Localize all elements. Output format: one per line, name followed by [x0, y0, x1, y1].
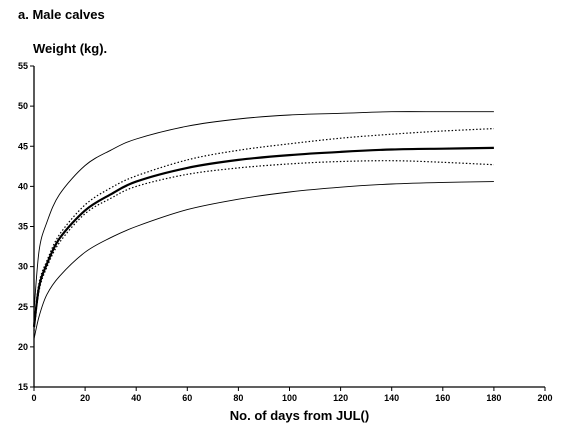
y-tick-label: 30	[18, 262, 28, 272]
y-axis-label: Weight (kg).	[33, 41, 108, 56]
series-mean-line	[32, 146, 494, 327]
panel-title: a. Male calves	[18, 7, 105, 22]
x-tick-label: 180	[486, 393, 501, 403]
y-tick-label: 50	[18, 101, 28, 111]
x-tick-label: 120	[333, 393, 348, 403]
x-tick-label: 0	[31, 393, 36, 403]
y-tick-label: 15	[18, 382, 28, 392]
curves	[32, 111, 494, 340]
series-confidence-line-2	[33, 160, 494, 331]
y-tick-label: 40	[18, 181, 28, 191]
x-tick-label: 160	[435, 393, 450, 403]
x-tick-label: 60	[182, 393, 192, 403]
series-bound-line-4	[33, 181, 494, 340]
x-tick-label: 80	[233, 393, 243, 403]
y-tick-label: 25	[18, 302, 28, 312]
y-tick-label: 20	[18, 342, 28, 352]
x-tick-label: 200	[537, 393, 552, 403]
y-tick-label: 55	[18, 61, 28, 71]
y-tick-label: 35	[18, 222, 28, 232]
x-tick-label: 100	[282, 393, 297, 403]
y-tick-label: 45	[18, 141, 28, 151]
axes: 15 20 25 30 35 40 45 50 55 0 20 40 60 80 100 120 140 160 1…	[18, 61, 553, 403]
x-tick-label: 140	[384, 393, 399, 403]
series-bound-line-3	[33, 111, 494, 311]
x-axis-label: No. of days from JUL()	[229, 408, 370, 423]
x-tick-label: 40	[131, 393, 141, 403]
x-tick-label: 20	[80, 393, 90, 403]
